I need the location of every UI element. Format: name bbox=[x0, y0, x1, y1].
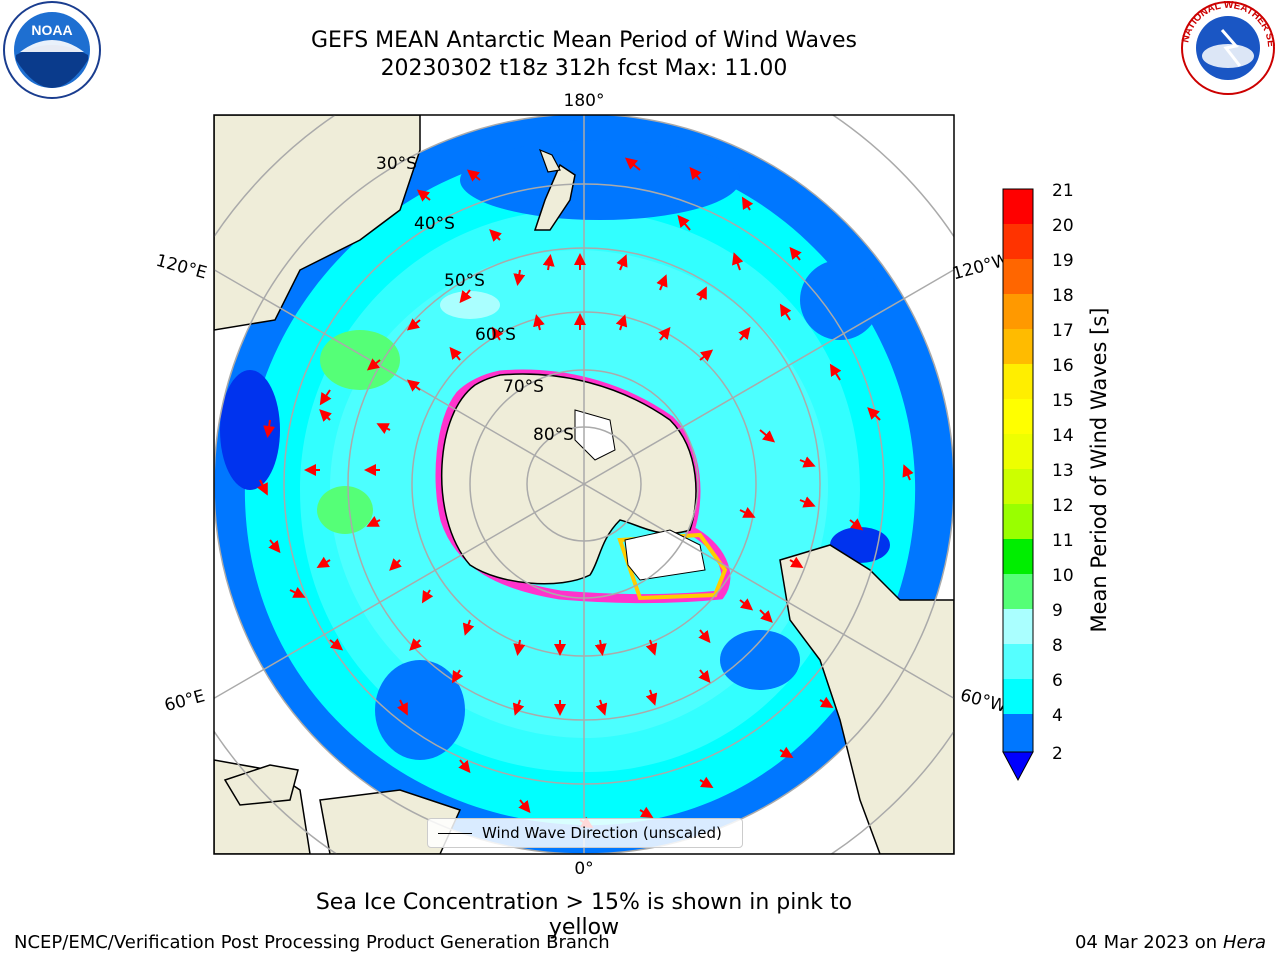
colorbar-tick: 14 bbox=[1052, 426, 1074, 446]
svg-text:NATIONAL WEATHER SERVICE: NATIONAL WEATHER SERVICE bbox=[0, 0, 1276, 48]
lat-label-50s: 50°S bbox=[444, 271, 485, 291]
nws-logo-text: NATIONAL WEATHER SERVICE bbox=[0, 0, 1276, 48]
colorbar-tick: 11 bbox=[1052, 531, 1074, 551]
credit-text: NCEP/EMC/Verification Post Processing Pr… bbox=[14, 932, 610, 953]
nws-logo: NATIONAL WEATHER SERVICE bbox=[0, 0, 1276, 95]
colorbar-tick: 9 bbox=[1052, 601, 1063, 621]
colorbar-tick: 6 bbox=[1052, 671, 1063, 691]
colorbar-tick: 8 bbox=[1052, 636, 1063, 656]
colorbar bbox=[1002, 188, 1034, 782]
colorbar-ticks: 21 20 19 18 17 16 15 14 13 12 11 10 9 8 … bbox=[1052, 181, 1074, 764]
lon-label-120e: 120°E bbox=[154, 251, 209, 284]
host-name: Hera bbox=[1222, 932, 1266, 953]
colorbar-tick: 18 bbox=[1052, 286, 1074, 306]
lon-label-60w: 60°W bbox=[958, 685, 1009, 717]
legend-label: Wind Wave Direction (unscaled) bbox=[482, 824, 722, 842]
colorbar-tick: 21 bbox=[1052, 181, 1074, 201]
colorbar-tick: 17 bbox=[1052, 321, 1074, 341]
lat-label-40s: 40°S bbox=[414, 214, 455, 234]
lat-label-30s: 30°S bbox=[376, 154, 417, 174]
lon-label-120w: 120°W bbox=[950, 250, 1011, 284]
noaa-logo: NOAA bbox=[3, 1, 101, 99]
chart-title: GEFS MEAN Antarctic Mean Period of Wind … bbox=[311, 28, 857, 53]
map-frame bbox=[213, 114, 955, 855]
colorbar-tick: 15 bbox=[1052, 391, 1074, 411]
date-prefix: 04 Mar 2023 on bbox=[1074, 932, 1218, 953]
colorbar-tick: 13 bbox=[1052, 461, 1074, 481]
colorbar-tick: 12 bbox=[1052, 496, 1074, 516]
noaa-logo-text: NOAA bbox=[31, 22, 72, 38]
sea-ice-note: Sea Ice Concentration > 15% is shown in … bbox=[315, 890, 853, 940]
colorbar-label: Mean Period of Wind Waves [s] bbox=[1087, 308, 1111, 633]
map-area bbox=[214, 115, 954, 854]
legend-line-icon bbox=[438, 832, 472, 834]
lon-label-180: 180° bbox=[564, 91, 605, 111]
lat-label-80s: 80°S bbox=[533, 425, 574, 445]
colorbar-tick: 16 bbox=[1052, 356, 1074, 376]
colorbar-tick: 20 bbox=[1052, 216, 1074, 236]
map-legend: Wind Wave Direction (unscaled) bbox=[427, 818, 743, 848]
chart-subtitle: 20230302 t18z 312h fcst Max: 11.00 bbox=[380, 56, 788, 81]
lon-label-60e-visible: 60°E bbox=[162, 686, 207, 716]
colorbar-tick: 2 bbox=[1052, 744, 1063, 764]
australia-land bbox=[214, 115, 421, 331]
new-zealand-land bbox=[533, 163, 576, 231]
lon-label-0: 0° bbox=[574, 859, 593, 879]
colorbar-tick: 10 bbox=[1052, 566, 1074, 586]
lat-label-70s: 70°S bbox=[503, 377, 544, 397]
colorbar-tick: 19 bbox=[1052, 251, 1074, 271]
wind-arrows bbox=[257, 157, 914, 829]
lat-label-60s: 60°S bbox=[475, 325, 516, 345]
date-text: 04 Mar 2023 on Hera bbox=[1075, 932, 1266, 953]
graticule bbox=[214, 115, 954, 854]
colorbar-tick: 4 bbox=[1052, 706, 1063, 726]
antarctica-land bbox=[440, 373, 697, 585]
